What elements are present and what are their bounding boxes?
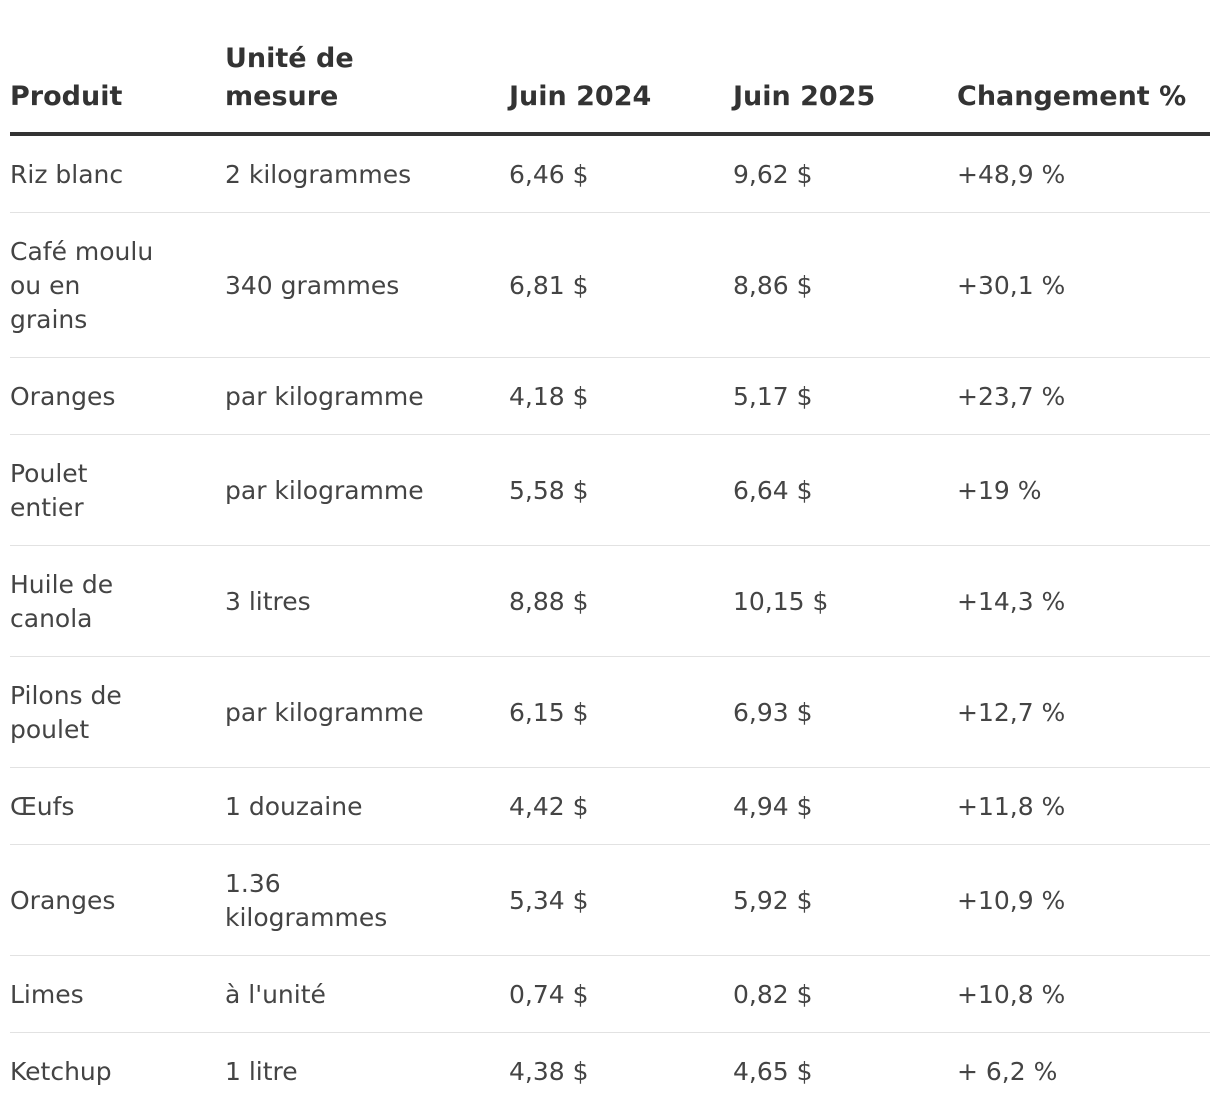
price-table-container: Produit Unité de mesure Juin 2024 Juin 2… (10, 40, 1210, 1109)
cell-june-2025: 0,82 $ (733, 955, 957, 1033)
table-body: Riz blanc 2 kilogrammes 6,46 $ 9,62 $ +4… (10, 134, 1210, 1109)
cell-change: + 6,2 % (957, 1057, 1058, 1086)
cell-change: +11,8 % (957, 767, 1210, 845)
table-header: Produit Unité de mesure Juin 2024 Juin 2… (10, 40, 1210, 136)
cell-unit: 1.36 kilogrammes (225, 844, 509, 956)
header-product: Produit (10, 40, 225, 136)
cell-change: +48,9 % (957, 134, 1210, 213)
cell-change: +23,7 % (957, 357, 1210, 435)
cell-june-2024: 6,46 $ (509, 134, 733, 213)
cell-june-2024: 8,88 $ (509, 545, 733, 657)
cell-unit: 3 litres (225, 545, 509, 657)
header-june-2025: Juin 2025 (733, 40, 957, 136)
cell-june-2024: 4,42 $ (509, 767, 733, 845)
table-row: Pilons de poulet par kilogramme 6,15 $ 6… (10, 656, 1210, 768)
table-row: Œufs 1 douzaine 4,42 $ 4,94 $ +11,8 % (10, 767, 1210, 845)
header-june-2024: Juin 2024 (509, 40, 733, 136)
cell-unit-text: 1.36 kilogrammes (225, 869, 388, 932)
cell-june-2024: 6,15 $ (509, 656, 733, 768)
table-row: Oranges par kilogramme 4,18 $ 5,17 $ +23… (10, 357, 1210, 435)
cell-change: +19 % (957, 434, 1210, 546)
table-row: Ketchup 1 litre 4,38 $ 4,65 $ + 6,2 % (10, 1033, 1210, 1110)
cell-unit: à l'unité (225, 955, 509, 1033)
table-row: Poulet entier par kilogramme 5,58 $ 6,64… (10, 434, 1210, 546)
cell-june-2024: 5,58 $ (509, 434, 733, 546)
cell-product: Pilons de poulet (10, 656, 225, 768)
cell-product: Café moulu ou en grains (10, 212, 225, 358)
cell-june-2025: 5,92 $ (733, 844, 957, 956)
table-row: Oranges 1.36 kilogrammes 5,34 $ 5,92 $ +… (10, 844, 1210, 956)
cell-change: +14,3 % (957, 545, 1210, 657)
cell-june-2025: 10,15 $ (733, 545, 957, 657)
cell-unit: par kilogramme (225, 656, 509, 768)
cell-june-2025: 5,17 $ (733, 357, 957, 435)
cell-june-2024: 0,74 $ (509, 955, 733, 1033)
cell-june-2024: 4,18 $ (509, 357, 733, 435)
cell-unit: 1 douzaine (225, 767, 509, 845)
cell-product: Limes (10, 955, 225, 1033)
cell-product: Oranges (10, 357, 225, 435)
header-unit: Unité de mesure (225, 40, 509, 136)
cell-june-2024: 4,38 $ (509, 1057, 589, 1086)
cell-unit: 340 grammes (225, 212, 509, 358)
cell-product: Riz blanc (10, 134, 225, 213)
cell-june-2025: 6,93 $ (733, 656, 957, 768)
cell-unit: par kilogramme (225, 357, 509, 435)
table-row: Café moulu ou en grains 340 grammes 6,81… (10, 212, 1210, 358)
cell-june-2025: 4,65 $ (733, 1057, 813, 1086)
cell-product: Poulet entier (10, 434, 225, 546)
cell-product: Œufs (10, 767, 225, 845)
table-row: Riz blanc 2 kilogrammes 6,46 $ 9,62 $ +4… (10, 134, 1210, 213)
cell-unit: 1 litre (225, 1057, 298, 1086)
cell-change: +12,7 % (957, 656, 1210, 768)
header-change: Changement % (957, 40, 1210, 136)
cell-change: +10,8 % (957, 955, 1210, 1033)
cell-june-2024: 6,81 $ (509, 212, 733, 358)
cell-june-2025: 4,94 $ (733, 767, 957, 845)
cell-product-text: Poulet entier (10, 459, 88, 522)
cell-product: Ketchup (10, 1057, 112, 1086)
cell-unit: 2 kilogrammes (225, 134, 509, 213)
cell-change: +10,9 % (957, 844, 1210, 956)
cell-change: +30,1 % (957, 212, 1210, 358)
price-table: Produit Unité de mesure Juin 2024 Juin 2… (10, 40, 1210, 1109)
table-row: Limes à l'unité 0,74 $ 0,82 $ +10,8 % (10, 955, 1210, 1033)
cell-product-text: Huile de canola (10, 570, 114, 633)
cell-unit: par kilogramme (225, 434, 509, 546)
header-unit-label: Unité de mesure (225, 43, 354, 112)
cell-june-2025: 6,64 $ (733, 434, 957, 546)
cell-product: Oranges (10, 844, 225, 956)
header-row: Produit Unité de mesure Juin 2024 Juin 2… (10, 40, 1210, 136)
cell-product: Huile de canola (10, 545, 225, 657)
table-row: Huile de canola 3 litres 8,88 $ 10,15 $ … (10, 545, 1210, 657)
cell-product-text: Pilons de poulet (10, 681, 122, 744)
cell-june-2024: 5,34 $ (509, 844, 733, 956)
cell-june-2025: 9,62 $ (733, 134, 957, 213)
cell-product-text: Café moulu ou en grains (10, 237, 154, 334)
cell-june-2025: 8,86 $ (733, 212, 957, 358)
